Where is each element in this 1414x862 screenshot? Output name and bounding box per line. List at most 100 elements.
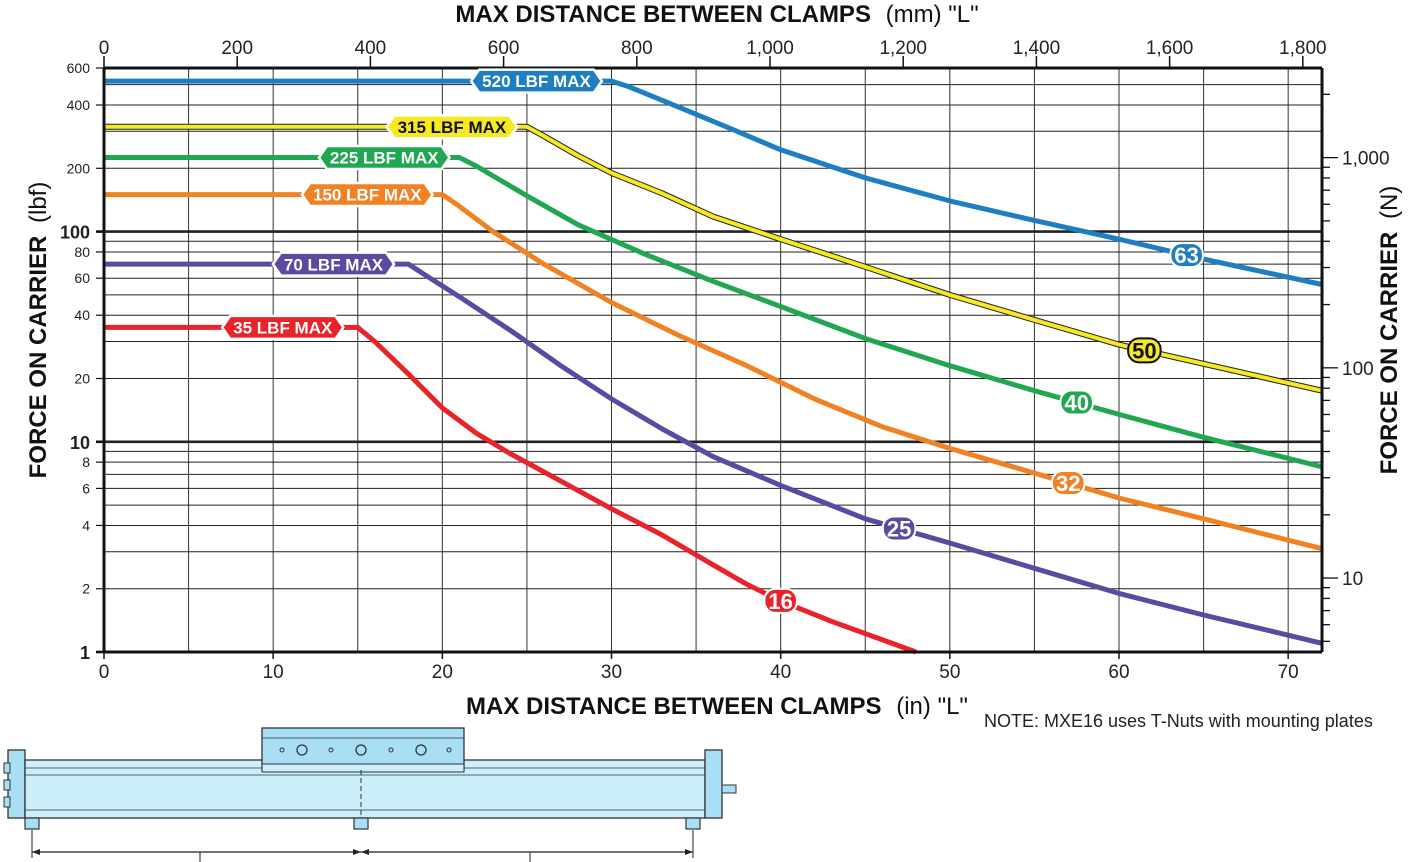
dimension-arrow-3 xyxy=(361,849,369,855)
actuator-end-block-right xyxy=(704,749,723,819)
series-63-max-badge-shape xyxy=(469,68,604,94)
dimension-arrow-2 xyxy=(353,849,361,855)
series-25-number-bg xyxy=(881,515,917,542)
carriage-hole-5 xyxy=(388,747,394,753)
series-32-line xyxy=(104,192,1323,552)
actuator-illustration xyxy=(3,727,737,862)
grid-layer xyxy=(104,67,1322,654)
series-63-max-badge: 520 LBF MAX xyxy=(469,68,604,94)
series-16-max-badge-shape xyxy=(220,314,345,341)
y-left-tick-label: 400 xyxy=(67,97,91,113)
right-axis-title: FORCE ON CARRIER (N) xyxy=(1376,186,1403,475)
x-top-tick-label: 400 xyxy=(355,38,387,59)
series-63-number-bg xyxy=(1169,242,1204,269)
x-top-tick-label: 1,600 xyxy=(1146,38,1194,59)
series-16-number-bg xyxy=(763,587,798,614)
actuator-rod xyxy=(721,784,737,794)
left-axis-title: FORCE ON CARRIER (lbf) xyxy=(25,182,52,479)
actuator-carriage xyxy=(261,727,465,771)
series-50-max-badge-shape xyxy=(385,114,519,140)
clamp-foot-middle xyxy=(353,817,369,830)
series-32-max-badge-text: 150 LBF MAX xyxy=(313,186,422,205)
actuator-port-left-1 xyxy=(3,762,11,774)
series-25-max-badge-shape xyxy=(271,251,396,277)
y-right-tick-label: 1,000 xyxy=(1342,149,1390,170)
x-top-tick-label: 1,400 xyxy=(1013,38,1061,59)
y-left-tick-label: 4 xyxy=(82,517,90,533)
bottom-axis-title: MAX DISTANCE BETWEEN CLAMPS (in) "L" xyxy=(466,693,968,720)
right-axis-title-unit: (N) xyxy=(1376,186,1403,219)
y-right-tick-label: 100 xyxy=(1342,359,1374,380)
series-50-number-text: 50 xyxy=(1132,338,1156,363)
series-63-number-text: 63 xyxy=(1174,243,1198,268)
carriage-hole-6 xyxy=(415,744,427,756)
series-32-number-text: 32 xyxy=(1056,471,1080,496)
series-layer xyxy=(104,78,1323,655)
label-layer: 35 LBF MAX 70 LBF MAX 150 LBF MAX 225 LBF M… xyxy=(220,68,1204,614)
series-25-max-badge: 70 LBF MAX xyxy=(271,251,396,277)
y-left-tick-label: 1 xyxy=(80,643,90,663)
carriage-hole-2 xyxy=(296,744,308,756)
top-axis-title: MAX DISTANCE BETWEEN CLAMPS (mm) "L" xyxy=(455,1,978,28)
series-40-number-bg xyxy=(1059,389,1094,416)
series-32-number-bg xyxy=(1051,470,1086,497)
series-50-line xyxy=(104,124,1323,393)
actuator-port-left-3 xyxy=(3,796,11,808)
carriage-hole-1 xyxy=(279,747,285,753)
right-axis-title-main: FORCE ON CARRIER xyxy=(1376,232,1403,475)
series-32-max-badge: 150 LBF MAX xyxy=(300,181,435,208)
series-16-max-badge: 35 LBF MAX xyxy=(220,314,345,341)
x-top-tick-label: 600 xyxy=(488,38,520,59)
series-40-max-badge-text: 225 LBF MAX xyxy=(330,149,439,168)
carriage-hole-7 xyxy=(446,747,452,753)
y-left-tick-label: 2 xyxy=(82,581,90,597)
x-bottom-tick-label: 20 xyxy=(432,662,453,683)
carriage-bar xyxy=(261,763,465,773)
x-bottom-tick-label: 40 xyxy=(770,662,791,683)
series-25-max-badge-text: 70 LBF MAX xyxy=(284,255,384,274)
y-left-tick-label: 40 xyxy=(74,307,90,323)
series-63-line xyxy=(104,78,1323,287)
carriage-hole-4 xyxy=(355,744,367,756)
series-50-number-bg xyxy=(1127,337,1162,364)
y-left-tick-label: 8 xyxy=(82,454,90,470)
series-16-number-badge: 16 xyxy=(763,587,798,614)
series-40-number-text: 40 xyxy=(1064,391,1088,416)
mounting-note: NOTE: MXE16 uses T-Nuts with mounting pl… xyxy=(984,711,1373,731)
top-axis-title-main: MAX DISTANCE BETWEEN CLAMPS xyxy=(455,1,871,28)
series-50-max-badge: 315 LBF MAX xyxy=(385,114,519,140)
series-40-max-badge-shape xyxy=(317,144,452,171)
x-top-tick-label: 1,200 xyxy=(879,38,927,59)
bottom-axis-title-unit: (in) "L" xyxy=(896,693,968,720)
series-63-number-badge: 63 xyxy=(1169,242,1204,269)
dimension-arrow-1 xyxy=(32,849,40,855)
x-top-tick-label: 0 xyxy=(99,38,110,59)
series-40-line xyxy=(104,155,1323,470)
clamp-foot-right xyxy=(685,817,701,830)
x-bottom-tick-label: 60 xyxy=(1108,662,1129,683)
y-left-tick-label: 10 xyxy=(70,433,90,453)
x-top-tick-label: 1,800 xyxy=(1279,38,1327,59)
x-bottom-tick-label: 50 xyxy=(939,662,960,683)
top-axis-title-unit: (mm) "L" xyxy=(886,1,979,28)
y-left-tick-label: 100 xyxy=(60,223,90,243)
actuator-port-left-2 xyxy=(3,779,11,791)
bottom-axis-title-main: MAX DISTANCE BETWEEN CLAMPS xyxy=(466,693,882,720)
series-16-max-badge-text: 35 LBF MAX xyxy=(233,319,333,338)
y-left-tick-label: 60 xyxy=(74,270,90,286)
x-bottom-tick-label: 70 xyxy=(1278,662,1299,683)
y-left-tick-label: 20 xyxy=(74,371,90,387)
series-63-max-badge-text: 520 LBF MAX xyxy=(482,72,591,91)
x-bottom-tick-label: 0 xyxy=(99,662,110,683)
actuator-end-block-left xyxy=(7,749,26,819)
axis-layer: 0 10 20 30 40 50 60 70 0 200 400 600 800 1,000 1,200 1,… xyxy=(60,38,1390,683)
series-50-number-badge: 50 xyxy=(1127,337,1162,364)
series-50-max-badge-text: 315 LBF MAX xyxy=(398,118,507,137)
series-25-line xyxy=(104,261,1323,646)
y-left-tick-label: 600 xyxy=(67,60,91,76)
x-top-tick-label: 200 xyxy=(221,38,253,59)
x-bottom-tick-label: 30 xyxy=(601,662,622,683)
y-left-tick-label: 80 xyxy=(74,244,90,260)
series-40-max-badge: 225 LBF MAX xyxy=(317,144,452,171)
